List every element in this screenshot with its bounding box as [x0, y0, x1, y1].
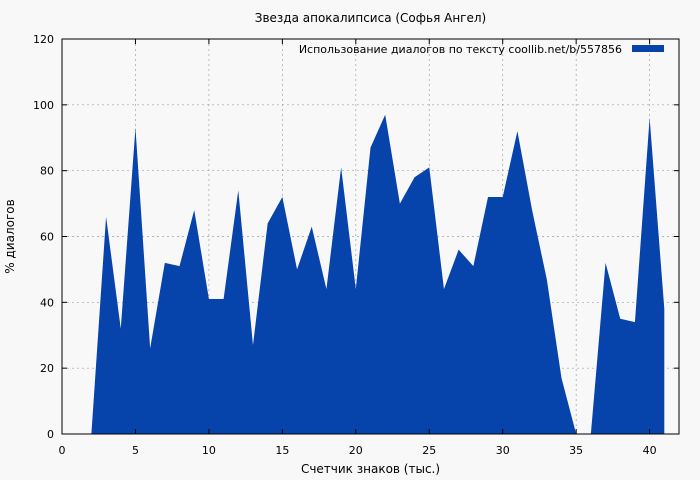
x-tick-label: 35: [569, 444, 583, 457]
x-tick-label: 10: [202, 444, 216, 457]
y-tick-label: 0: [47, 428, 54, 441]
x-axis-label: Счетчик знаков (тыс.): [301, 462, 440, 476]
axis-ticks: 0 5 10 15 20 25 30 35 40 0 20 40 60 80 100 120: [33, 33, 679, 457]
legend-label: Использование диалогов по тексту coollib…: [299, 43, 622, 56]
y-tick-label: 100: [33, 99, 54, 112]
y-tick-label: 120: [33, 33, 54, 46]
y-tick-label: 60: [40, 231, 54, 244]
chart-title: Звезда апокалипсиса (Софья Ангел): [255, 11, 486, 25]
x-tick-label: 15: [275, 444, 289, 457]
area-fill: [62, 114, 665, 434]
y-tick-label: 80: [40, 165, 54, 178]
x-tick-label: 5: [132, 444, 139, 457]
y-tick-label: 20: [40, 362, 54, 375]
x-tick-label: 40: [643, 444, 657, 457]
x-tick-label: 30: [496, 444, 510, 457]
x-tick-label: 0: [59, 444, 66, 457]
y-axis-label: % диалогов: [3, 199, 17, 273]
x-tick-label: 25: [422, 444, 436, 457]
x-tick-label: 20: [349, 444, 363, 457]
grid: [62, 38, 679, 434]
y-tick-label: 40: [40, 296, 54, 309]
legend: Использование диалогов по тексту coollib…: [299, 43, 664, 56]
area-series: [62, 114, 665, 434]
legend-swatch: [632, 45, 664, 52]
